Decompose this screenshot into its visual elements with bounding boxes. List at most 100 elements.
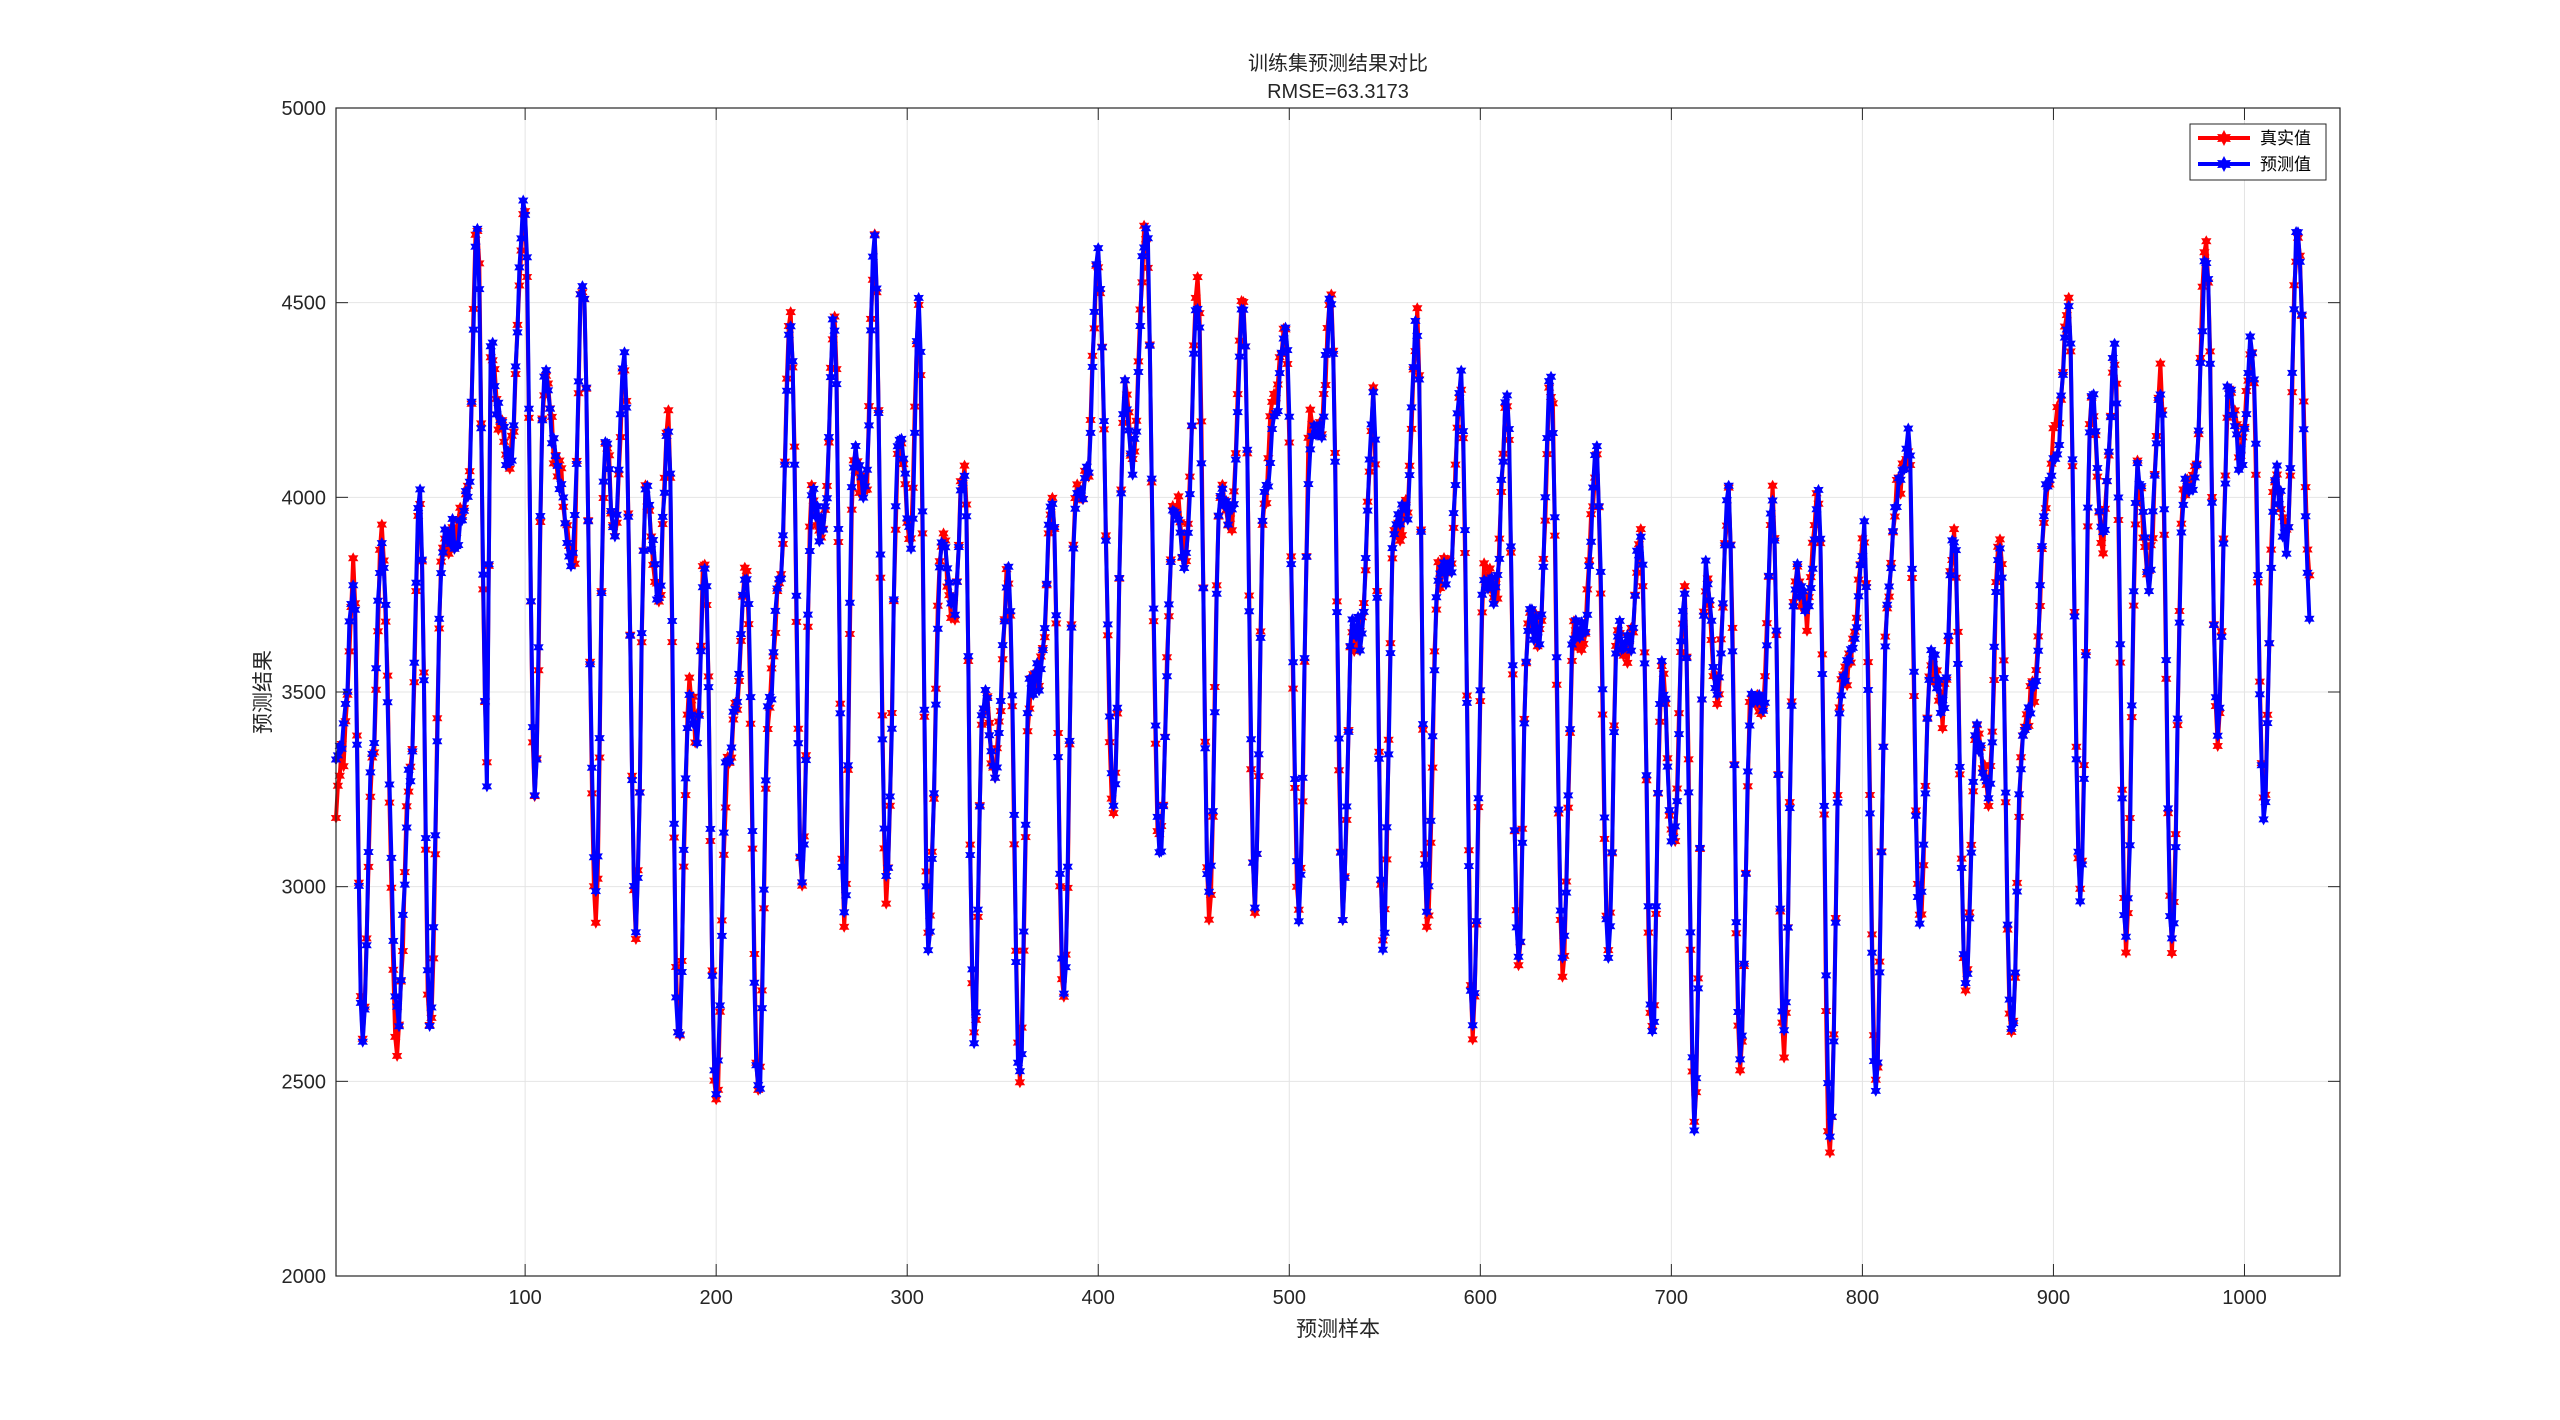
data-point-marker	[2245, 330, 2256, 343]
data-point-marker	[1629, 589, 1641, 602]
data-point-marker	[1110, 778, 1121, 791]
data-point-marker	[1731, 916, 1742, 929]
data-point-marker	[2078, 772, 2090, 785]
data-point-marker	[1100, 534, 1112, 547]
data-point-marker	[1639, 657, 1650, 670]
data-point-marker	[2241, 408, 2252, 421]
data-point-marker	[1606, 846, 1618, 859]
data-point-marker	[1538, 560, 1549, 573]
data-point-marker	[2118, 909, 2130, 922]
data-point-marker	[934, 561, 945, 574]
data-point-marker	[1152, 810, 1163, 823]
data-point-marker	[2225, 383, 2237, 396]
data-point-marker	[1316, 431, 1327, 444]
data-point-marker	[646, 543, 657, 556]
data-point-marker	[1068, 542, 1079, 555]
data-point-marker	[1922, 712, 1933, 725]
data-point-marker	[1601, 913, 1612, 926]
data-point-marker	[854, 459, 865, 472]
data-point-marker	[1188, 347, 1199, 360]
data-point-marker	[951, 576, 963, 588]
data-point-marker	[823, 431, 835, 443]
legend-label-predicted: 预测值	[2260, 155, 2311, 175]
data-point-marker	[1425, 814, 1436, 827]
data-point-marker	[476, 422, 487, 435]
data-point-marker	[2155, 388, 2166, 401]
data-point-marker	[540, 364, 552, 377]
data-point-marker	[1265, 457, 1276, 469]
data-point-marker	[2277, 530, 2288, 543]
data-point-marker	[1158, 800, 1169, 813]
data-point-marker	[1765, 507, 1776, 520]
data-point-marker	[2096, 520, 2107, 533]
data-point-marker	[1983, 800, 1994, 812]
data-point-marker	[741, 564, 752, 577]
data-point-marker	[1431, 591, 1442, 604]
data-point-marker	[1763, 569, 1774, 582]
data-point-marker	[1305, 443, 1316, 456]
data-point-marker	[1484, 562, 1496, 575]
data-point-marker	[445, 538, 456, 550]
data-point-marker	[1291, 855, 1303, 868]
data-point-marker	[1564, 723, 1576, 736]
data-point-marker	[1847, 641, 1858, 654]
data-point-marker	[565, 560, 577, 573]
data-point-marker	[1744, 719, 1755, 732]
data-point-marker	[1087, 360, 1098, 373]
data-point-marker	[854, 487, 865, 499]
data-point-marker	[1261, 497, 1272, 510]
data-point-marker	[1882, 598, 1893, 611]
data-point-marker	[2063, 300, 2074, 313]
data-point-marker	[411, 576, 422, 589]
data-point-marker	[993, 727, 1005, 739]
data-point-marker	[516, 232, 527, 245]
data-point-marker	[678, 843, 689, 856]
data-point-marker	[393, 1020, 405, 1033]
data-point-marker	[1964, 912, 1975, 925]
data-point-marker	[1572, 626, 1583, 639]
data-point-marker	[1698, 609, 1709, 622]
data-point-marker	[2159, 503, 2170, 516]
data-point-marker	[999, 615, 1010, 628]
data-point-marker	[414, 483, 426, 496]
data-point-marker	[1096, 341, 1108, 354]
data-point-marker	[924, 925, 936, 938]
data-point-marker	[1247, 856, 1259, 869]
data-point-marker	[1534, 638, 1545, 651]
data-point-marker	[1979, 759, 1990, 771]
data-point-marker	[1410, 314, 1421, 327]
data-point-marker	[863, 419, 875, 432]
data-point-marker	[1647, 1025, 1658, 1038]
data-point-marker	[1746, 687, 1757, 700]
data-point-marker	[1066, 621, 1077, 634]
data-point-marker	[796, 876, 808, 889]
data-point-marker	[1383, 748, 1394, 761]
data-point-marker	[1156, 845, 1167, 858]
data-point-marker	[2130, 497, 2141, 509]
data-point-marker	[1287, 656, 1299, 669]
data-point-marker	[1444, 557, 1455, 570]
data-point-marker	[661, 430, 672, 442]
data-point-marker	[930, 698, 942, 711]
data-point-marker	[1289, 773, 1301, 785]
data-point-marker	[1553, 803, 1564, 816]
data-point-marker	[1215, 490, 1226, 502]
data-point-marker	[1861, 581, 1872, 594]
data-point-marker	[1998, 672, 2009, 684]
data-point-marker	[1862, 684, 1874, 696]
data-point-marker	[2057, 368, 2069, 381]
data-point-marker	[1165, 556, 1176, 568]
data-point-marker	[363, 846, 374, 858]
data-point-marker	[1501, 389, 1513, 402]
data-point-marker	[552, 459, 563, 472]
data-point-marker	[2055, 389, 2067, 402]
data-point-marker	[732, 695, 743, 708]
data-point-marker	[741, 573, 752, 586]
data-point-marker	[336, 742, 347, 755]
data-point-marker	[1885, 562, 1897, 575]
data-point-marker	[1931, 682, 1943, 695]
data-point-marker	[907, 512, 919, 525]
data-point-marker	[592, 850, 603, 863]
data-point-marker	[514, 261, 525, 274]
data-point-marker	[2248, 373, 2260, 386]
